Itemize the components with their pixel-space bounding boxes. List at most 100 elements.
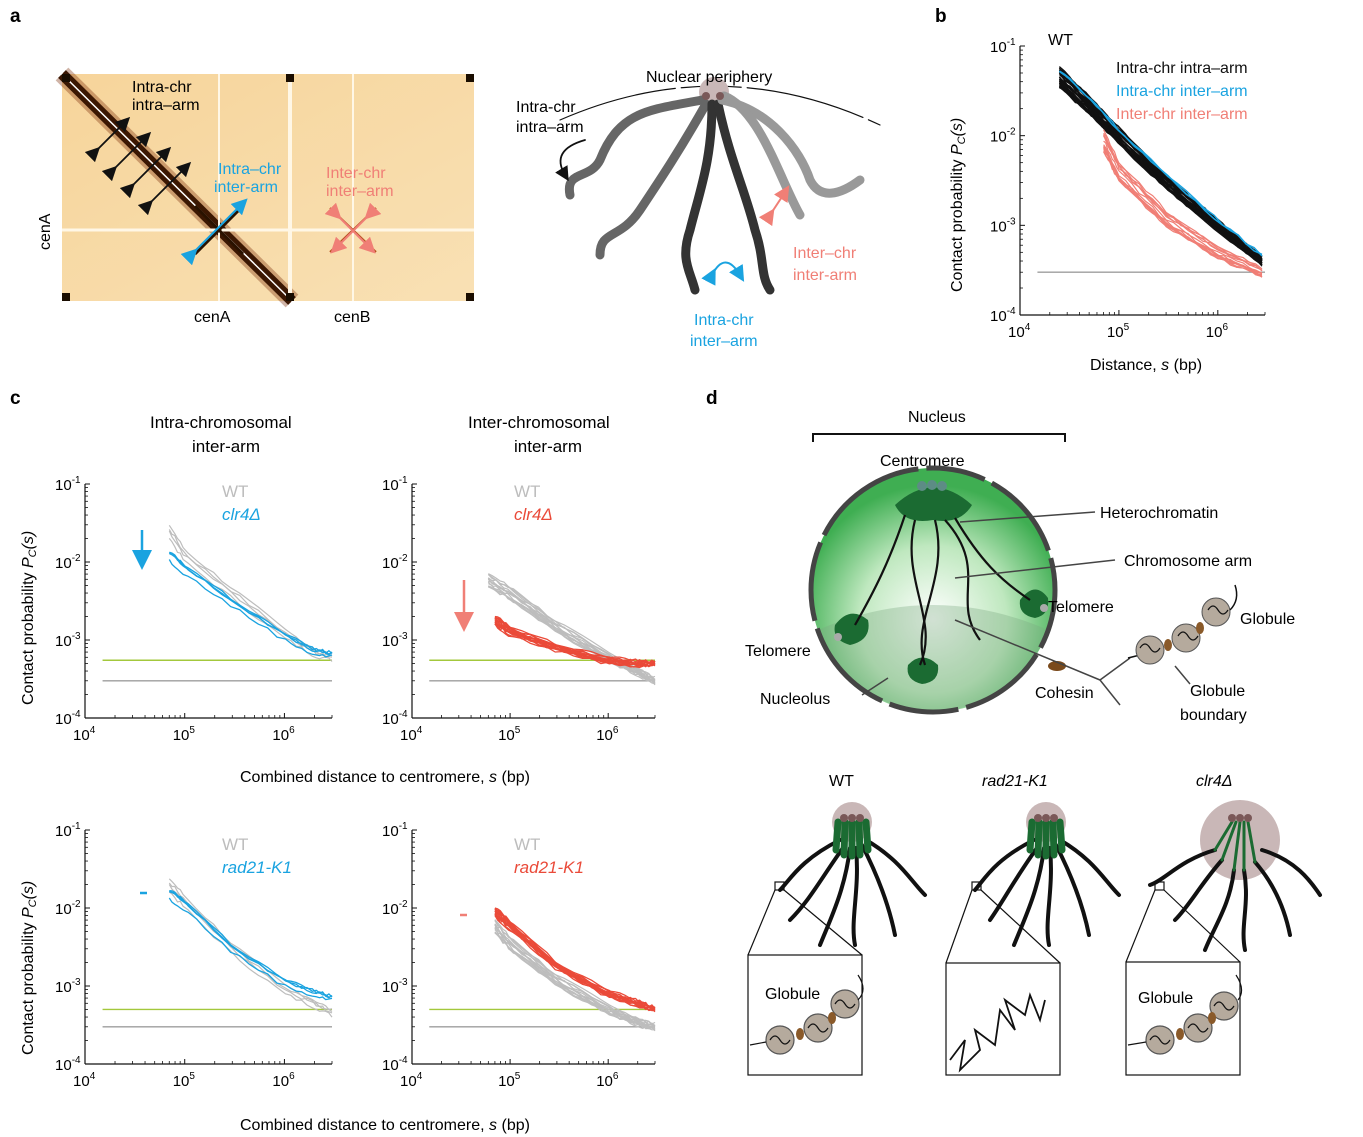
series-0-trace: [488, 585, 656, 684]
series-1-trace: [169, 551, 333, 655]
c3-legend-mut: rad21-K1: [222, 858, 292, 877]
x-tick-label: 105: [173, 1071, 196, 1090]
nucleus-diagram: [808, 465, 1066, 715]
series-0-trace: [494, 920, 656, 1027]
hm-ylabel-cena: cenA: [37, 213, 54, 250]
schematic-intra-inter-2: inter–arm: [690, 333, 758, 350]
y-tick-label: 10-3: [55, 631, 81, 650]
plot-b-legend-3: Inter-chr inter–arm: [1116, 106, 1248, 123]
schematic-intra-intra-2: intra–arm: [516, 119, 584, 136]
y-tick-label: 10-1: [55, 475, 81, 494]
x-tick-label: 106: [596, 1071, 619, 1090]
y-tick-label: 10-1: [382, 475, 408, 494]
series-1-trace: [169, 891, 333, 999]
c1-legend-mut: clr4Δ: [222, 505, 261, 524]
y-tick-label: 10-4: [382, 709, 408, 728]
c-top-ylabel: Contact probability PC(s): [20, 531, 39, 705]
series-2-trace: [1103, 146, 1263, 276]
c4-legend-mut: rad21-K1: [514, 858, 584, 877]
hm-label-inter-inter-2: inter–arm: [326, 183, 394, 200]
series-2-trace: [1103, 140, 1263, 275]
c3-legend-wt: WT: [222, 835, 248, 854]
series-1-trace: [168, 897, 333, 1001]
series-0-trace: [487, 574, 656, 681]
strain-schematic-clr4: [1148, 800, 1322, 952]
series-0-trace: [494, 927, 656, 1031]
series-0-trace: [168, 529, 333, 657]
strain-schematic-wt: [778, 802, 927, 947]
c1-legend-wt: WT: [222, 482, 248, 501]
plot-b-legend-1: Intra-chr intra–arm: [1116, 60, 1248, 77]
series-1-trace: [494, 909, 656, 1012]
nucleus-leader-lines: [861, 511, 1191, 706]
x-tick-label: 105: [173, 725, 196, 744]
y-tick-label: 10-3: [382, 631, 408, 650]
series-0-trace: [168, 882, 333, 1013]
y-tick-label: 10-4: [990, 306, 1016, 325]
series-2-trace: [1103, 151, 1263, 278]
chromosome-schematic: [555, 77, 881, 295]
globule-chain: [1127, 584, 1238, 665]
label-nucleus: Nucleus: [908, 409, 966, 426]
label-telomere-left: Telomere: [745, 643, 811, 660]
series-1-trace: [494, 622, 656, 669]
label-globule: Globule: [1240, 611, 1295, 628]
schematic-inter-inter-2: inter-arm: [793, 267, 857, 284]
series-0-trace: [494, 919, 656, 1025]
series-2-trace: [1103, 146, 1263, 274]
y-tick-label: 10-3: [55, 977, 81, 996]
label-globule-boundary-1: Globule: [1190, 683, 1245, 700]
plot-b-legend-2: Intra-chr inter–arm: [1116, 83, 1248, 100]
series-1-trace: [494, 912, 656, 1011]
plot-b-xlabel: Distance, s (bp): [1090, 357, 1202, 374]
c-col2-title-2: inter-arm: [514, 437, 582, 456]
series-2-trace: [1103, 147, 1263, 277]
schematic-intra-intra-1: Intra-chr: [516, 99, 576, 116]
x-tick-label: 106: [272, 1071, 295, 1090]
series-0-trace: [168, 524, 333, 656]
schematic-periphery: Nuclear periphery: [646, 69, 772, 86]
inset-rad21: [945, 881, 1061, 1076]
strain-label-wt: WT: [829, 773, 854, 790]
y-tick-label: 10-4: [55, 709, 81, 728]
series-0-trace: [168, 538, 333, 662]
strain-label-rad21: rad21-K1: [982, 773, 1048, 790]
y-tick-label: 10-1: [55, 821, 81, 840]
series-1-trace: [494, 911, 656, 1011]
label-telomere-right: Telomere: [1048, 599, 1114, 616]
plot-b-ylabel: Contact probability PC(s): [949, 118, 968, 292]
series-0-trace: [168, 891, 333, 1018]
label-nucleolus: Nucleolus: [760, 691, 830, 708]
hm-xlabel-cena: cenA: [194, 309, 231, 326]
strain-label-clr4: clr4Δ: [1196, 773, 1233, 790]
x-tick-label: 104: [400, 1071, 423, 1090]
hm-label-intra-intra-2: intra–arm: [132, 97, 200, 114]
y-tick-label: 10-4: [382, 1055, 408, 1074]
c-bottom-xlabel: Combined distance to centromere, s (bp): [240, 1117, 530, 1134]
panel-label-a: a: [10, 6, 21, 27]
series-1-trace: [1059, 70, 1263, 257]
c-col1-title-2: inter-arm: [192, 437, 260, 456]
hm-xlabel-cenb: cenB: [334, 309, 370, 326]
label-centromere: Centromere: [880, 453, 965, 470]
y-tick-label: 10-3: [382, 977, 408, 996]
series-0-trace: [1059, 72, 1263, 259]
hic-heatmap: [55, 67, 474, 308]
heatmap-arrow-intra-inter: [180, 198, 248, 266]
y-tick-label: 10-3: [990, 216, 1016, 235]
y-tick-label: 10-2: [55, 899, 81, 918]
c-bottom-ylabel: Contact probability PC(s): [20, 881, 39, 1055]
schematic-intra-inter-1: Intra-chr: [694, 312, 754, 329]
x-tick-label: 106: [1206, 322, 1229, 341]
series-1-trace: [494, 616, 656, 665]
label-heterochromatin: Heterochromatin: [1100, 505, 1218, 522]
series-1-trace: [169, 890, 333, 998]
panel-label-c: c: [10, 388, 21, 409]
c-top-xlabel: Combined distance to centromere, s (bp): [240, 769, 530, 786]
series-0-trace: [494, 924, 656, 1029]
series-0-trace: [168, 530, 333, 658]
